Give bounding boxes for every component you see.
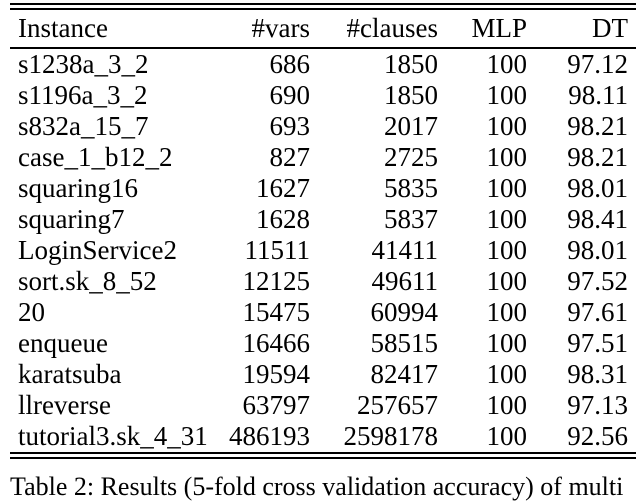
cell-mlp: 100 [486,49,528,79]
table-row: llreverse 63797 257657 100 97.13 [10,390,636,421]
cell-dt: 98.41 [567,204,628,234]
cell-dt: 98.21 [567,111,628,141]
cell-dt: 92.56 [567,421,628,451]
col-header-vars: #vars [210,10,318,49]
cell-clauses: 60994 [370,297,439,327]
cell-dt: 98.21 [567,142,628,172]
cell-vars: 690 [269,80,311,110]
table-caption: Table 2: Results (5-fold cross validatio… [10,472,624,501]
table-row: karatsuba 19594 82417 100 98.31 [10,359,636,390]
cell-instance: sort.sk_8_52 [18,266,157,296]
col-header-mlp: MLP [446,10,535,49]
cell-vars: 827 [269,142,311,172]
cell-vars: 11511 [244,235,311,265]
header-row: Instance #vars #clauses MLP DT [10,10,636,49]
col-header-clauses: #clauses [318,10,446,49]
table-row: LoginService2 11511 41411 100 98.01 [10,235,636,266]
cell-dt: 97.12 [567,49,628,79]
cell-instance: s832a_15_7 [18,111,149,141]
table-row: s1196a_3_2 690 1850 100 98.11 [10,80,636,111]
cell-clauses: 49611 [371,266,439,296]
cell-mlp: 100 [486,390,528,420]
cell-mlp: 100 [486,80,528,110]
cell-clauses: 41411 [371,235,439,265]
table-row: tutorial3.sk_4_31 486193 2598178 100 92.… [10,421,636,452]
cell-mlp: 100 [486,266,528,296]
cell-clauses: 5835 [384,173,438,203]
cell-instance: tutorial3.sk_4_31 [18,421,208,451]
cell-vars: 686 [269,49,311,79]
cell-mlp: 100 [486,173,528,203]
cell-clauses: 1850 [384,49,438,79]
table-row: case_1_b12_2 827 2725 100 98.21 [10,142,636,173]
cell-clauses: 257657 [357,390,438,420]
cell-mlp: 100 [486,204,528,234]
cell-vars: 486193 [229,421,310,451]
cell-instance: squaring7 [18,204,125,234]
cell-dt: 98.11 [568,80,628,110]
cell-instance: LoginService2 [18,235,177,265]
col-header-dt: DT [535,10,636,49]
cell-instance: enqueue [18,328,108,358]
results-table: Instance #vars #clauses MLP DT s1238a_3_… [10,10,636,452]
cell-vars: 15475 [242,297,311,327]
cell-instance: case_1_b12_2 [18,142,173,172]
cell-instance: 20 [18,297,45,327]
cell-dt: 97.52 [567,266,628,296]
cell-vars: 12125 [242,266,311,296]
cell-clauses: 1850 [384,80,438,110]
table-row: enqueue 16466 58515 100 97.51 [10,328,636,359]
cell-instance: karatsuba [18,359,122,389]
cell-dt: 98.01 [567,173,628,203]
cell-clauses: 2598178 [343,421,439,451]
cell-mlp: 100 [486,297,528,327]
table-bottom-rule [10,452,636,459]
table-row: squaring16 1627 5835 100 98.01 [10,173,636,204]
table-row: 20 15475 60994 100 97.61 [10,297,636,328]
cell-vars: 1628 [256,204,310,234]
cell-vars: 19594 [242,359,311,389]
table-row: s832a_15_7 693 2017 100 98.21 [10,111,636,142]
col-header-instance: Instance [10,10,210,49]
cell-vars: 1627 [256,173,310,203]
cell-mlp: 100 [486,359,528,389]
cell-dt: 98.01 [567,235,628,265]
table-row: sort.sk_8_52 12125 49611 100 97.52 [10,266,636,297]
table-top-rule [10,3,636,10]
cell-vars: 16466 [242,328,311,358]
cell-mlp: 100 [486,328,528,358]
table-row: s1238a_3_2 686 1850 100 97.12 [10,48,636,80]
cell-mlp: 100 [486,142,528,172]
cell-dt: 97.51 [567,328,628,358]
cell-instance: squaring16 [18,173,138,203]
cell-instance: s1196a_3_2 [18,80,148,110]
cell-clauses: 58515 [370,328,439,358]
table-row: squaring7 1628 5837 100 98.41 [10,204,636,235]
cell-clauses: 82417 [370,359,439,389]
cell-clauses: 2017 [384,111,438,141]
cell-vars: 693 [269,111,311,141]
cell-clauses: 2725 [384,142,438,172]
cell-mlp: 100 [486,235,528,265]
cell-mlp: 100 [486,421,528,451]
cell-dt: 98.31 [567,359,628,389]
cell-dt: 97.13 [567,390,628,420]
results-table-container: Instance #vars #clauses MLP DT s1238a_3_… [10,3,636,502]
cell-clauses: 5837 [384,204,438,234]
cell-dt: 97.61 [567,297,628,327]
cell-instance: s1238a_3_2 [18,49,149,79]
cell-vars: 63797 [242,390,311,420]
cell-instance: llreverse [18,390,111,420]
cell-mlp: 100 [486,111,528,141]
